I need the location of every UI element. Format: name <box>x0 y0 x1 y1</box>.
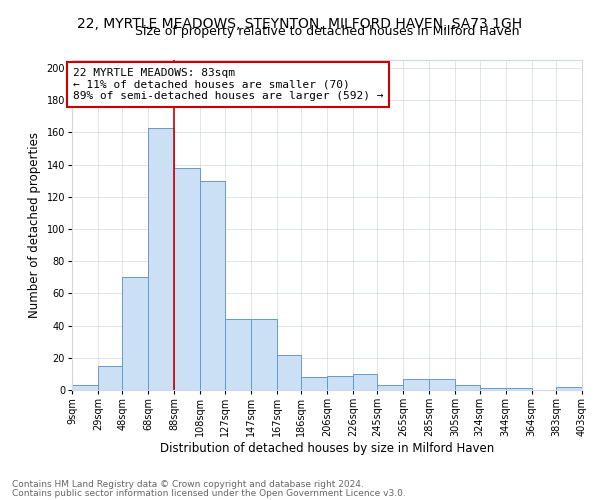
Bar <box>72 385 98 390</box>
Bar <box>556 387 582 390</box>
Bar <box>301 377 327 390</box>
Bar <box>327 376 353 390</box>
Text: Contains public sector information licensed under the Open Government Licence v3: Contains public sector information licen… <box>12 488 406 498</box>
X-axis label: Distribution of detached houses by size in Milford Haven: Distribution of detached houses by size … <box>160 442 494 455</box>
Bar <box>429 378 455 390</box>
Bar <box>200 180 225 390</box>
Bar <box>174 168 200 390</box>
Bar <box>98 366 122 390</box>
Title: Size of property relative to detached houses in Milford Haven: Size of property relative to detached ho… <box>135 25 519 38</box>
Text: 22 MYRTLE MEADOWS: 83sqm
← 11% of detached houses are smaller (70)
89% of semi-d: 22 MYRTLE MEADOWS: 83sqm ← 11% of detach… <box>73 68 383 101</box>
Bar <box>377 385 403 390</box>
Bar <box>277 354 301 390</box>
Bar <box>225 319 251 390</box>
Bar <box>506 388 532 390</box>
Bar <box>455 385 480 390</box>
Bar <box>480 388 506 390</box>
Bar <box>403 378 429 390</box>
Text: Contains HM Land Registry data © Crown copyright and database right 2024.: Contains HM Land Registry data © Crown c… <box>12 480 364 489</box>
Bar <box>122 278 148 390</box>
Y-axis label: Number of detached properties: Number of detached properties <box>28 132 41 318</box>
Bar <box>353 374 377 390</box>
Bar <box>251 319 277 390</box>
Text: 22, MYRTLE MEADOWS, STEYNTON, MILFORD HAVEN, SA73 1GH: 22, MYRTLE MEADOWS, STEYNTON, MILFORD HA… <box>77 18 523 32</box>
Bar <box>148 128 174 390</box>
